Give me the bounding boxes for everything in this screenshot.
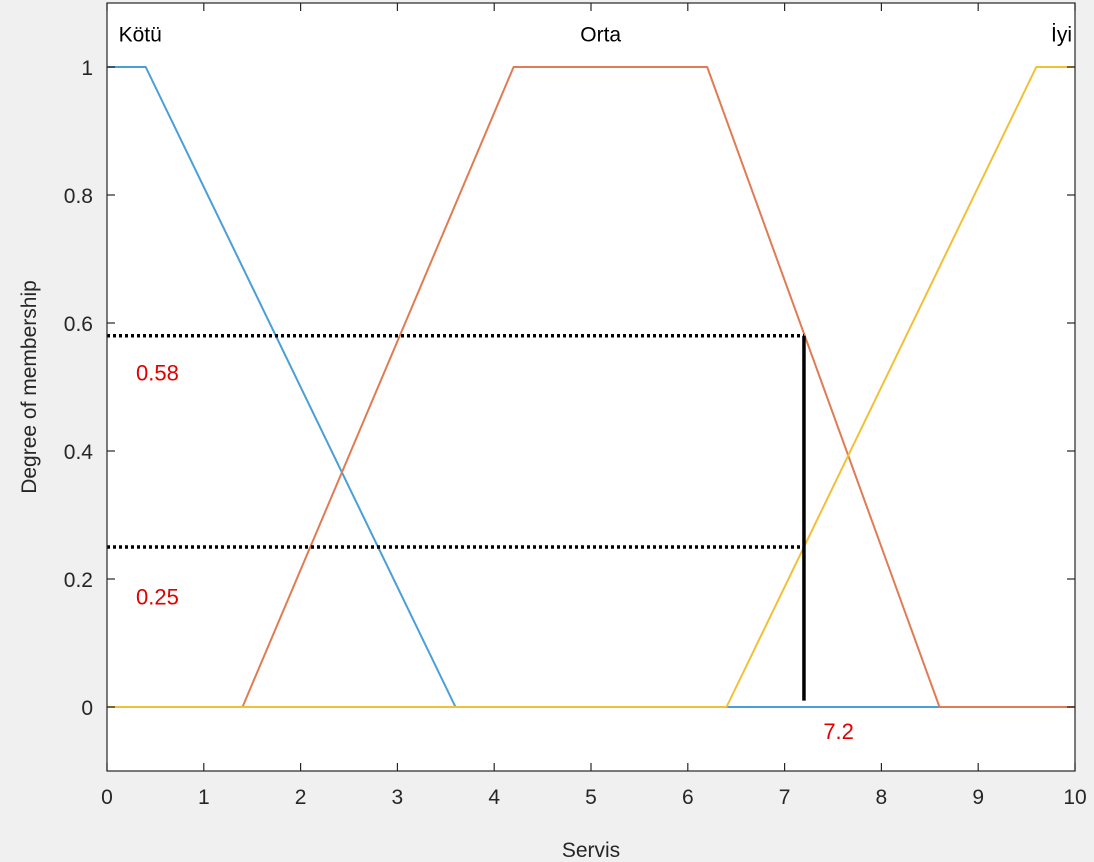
y-tick-label: 0.4 [64,441,94,464]
annotation-label: 0.25 [136,585,179,610]
series-label: İyi [1051,23,1072,46]
series-label: Kötü [119,23,162,46]
series-layer [107,66,1075,708]
annotation-label: 0.58 [136,361,179,386]
x-tick-label: 3 [392,786,404,809]
x-axis-title: Servis [562,839,620,862]
series-line-2 [107,66,1075,708]
x-tick-label: 0 [101,786,113,809]
y-tick-label: 0.2 [64,569,93,592]
label-layer: Kötü Orta İyi [119,23,1072,46]
y-tick-label: 0.8 [64,185,93,208]
x-tick-label: 9 [972,786,984,809]
annotation-label: 7.2 [823,719,854,744]
y-tick-label: 0 [81,697,93,720]
plot-background [107,3,1075,771]
x-tick-label: 4 [488,786,500,809]
x-tick-label: 7 [779,786,791,809]
tick-layer: 0 1 2 3 4 5 6 7 8 9 10 0 0.2 0.4 0.6 0.8 1 [64,3,1087,809]
y-tick-label: 0.6 [64,313,93,336]
y-tick-label: 1 [81,57,93,80]
x-tick-label: 8 [876,786,888,809]
x-tick-label: 1 [198,786,210,809]
x-tick-label: 2 [295,786,307,809]
series-line-0 [107,66,1075,708]
x-tick-label: 5 [585,786,597,809]
series-label: Orta [580,23,621,46]
x-tick-label: 6 [682,786,694,809]
x-tick-label: 10 [1063,786,1086,809]
annotation-layer: 0.58 0.25 7.2 [107,334,854,744]
y-axis-title: Degree of membership [18,280,41,494]
